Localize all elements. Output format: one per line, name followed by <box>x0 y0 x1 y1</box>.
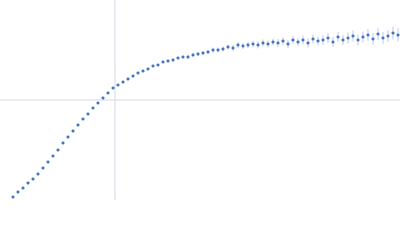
data-point <box>391 31 395 35</box>
data-point <box>181 55 185 59</box>
data-point <box>121 80 125 84</box>
data-point <box>251 42 255 46</box>
data-point <box>206 50 210 54</box>
data-point <box>66 135 70 139</box>
data-point <box>236 43 240 47</box>
data-point <box>26 181 30 185</box>
data-point <box>106 91 110 95</box>
data-point <box>296 40 300 44</box>
data-point <box>351 34 355 38</box>
data-point <box>41 166 45 170</box>
data-point <box>21 186 25 190</box>
data-point <box>286 42 290 46</box>
data-point <box>76 123 80 127</box>
data-point <box>96 101 100 105</box>
data-point <box>146 67 150 71</box>
data-point <box>371 37 375 41</box>
data-point <box>301 38 305 42</box>
data-point <box>306 41 310 45</box>
data-point <box>176 56 180 60</box>
data-point <box>11 195 15 199</box>
data-point <box>361 35 365 39</box>
data-point <box>151 64 155 68</box>
data-point <box>256 43 260 47</box>
data-point <box>271 40 275 44</box>
data-point <box>86 112 90 116</box>
data-point <box>231 46 235 50</box>
data-point <box>71 129 75 133</box>
data-point <box>376 32 380 36</box>
data-point <box>186 55 190 59</box>
data-point <box>91 106 95 110</box>
data-point <box>31 177 35 181</box>
data-point <box>141 69 145 73</box>
data-point <box>241 44 245 48</box>
data-point <box>261 41 265 45</box>
data-point <box>396 33 400 37</box>
data-point <box>136 71 140 75</box>
data-point <box>131 74 135 78</box>
data-point <box>171 58 175 62</box>
data-point <box>291 38 295 42</box>
data-point <box>81 117 85 121</box>
data-point <box>381 36 385 40</box>
data-point <box>226 45 230 49</box>
data-point <box>211 48 215 52</box>
data-point <box>276 41 280 45</box>
data-point <box>61 141 65 145</box>
data-point <box>101 96 105 100</box>
data-point <box>266 42 270 46</box>
data-point <box>221 47 225 51</box>
data-point <box>126 77 130 81</box>
data-point <box>316 39 320 43</box>
data-point <box>356 38 360 42</box>
data-point <box>341 38 345 42</box>
data-point <box>336 35 340 39</box>
data-point <box>386 34 390 38</box>
data-point <box>366 33 370 37</box>
chart <box>0 0 400 200</box>
data-point <box>111 86 115 90</box>
data-point <box>216 48 220 52</box>
data-point <box>51 154 55 158</box>
data-point <box>196 52 200 56</box>
data-point <box>16 190 20 194</box>
data-point <box>281 39 285 43</box>
data-point <box>56 148 60 152</box>
data-point <box>166 59 170 63</box>
data-point <box>331 40 335 44</box>
data-point <box>116 83 120 87</box>
data-point <box>321 38 325 42</box>
data-point <box>36 172 40 176</box>
data-point <box>46 160 50 164</box>
data-point <box>161 60 165 64</box>
data-point <box>156 63 160 67</box>
data-point <box>311 37 315 41</box>
data-point <box>346 36 350 40</box>
data-point <box>246 43 250 47</box>
data-point <box>326 36 330 40</box>
data-point <box>191 53 195 57</box>
data-point <box>201 51 205 55</box>
